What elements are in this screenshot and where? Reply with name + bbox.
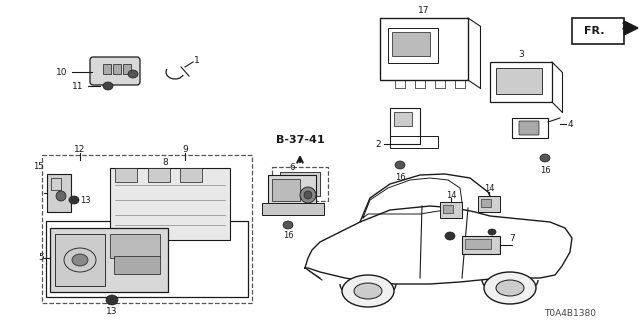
Text: 16: 16 xyxy=(540,165,550,174)
Text: 15: 15 xyxy=(33,162,44,171)
Bar xyxy=(280,172,320,196)
Bar xyxy=(46,221,248,297)
Bar xyxy=(110,234,160,258)
Bar xyxy=(262,203,324,215)
Bar xyxy=(435,80,445,88)
Bar xyxy=(395,80,405,88)
Text: 8: 8 xyxy=(162,157,168,166)
Bar xyxy=(55,234,105,286)
Ellipse shape xyxy=(496,280,524,296)
Text: 10: 10 xyxy=(56,68,68,76)
Text: 13: 13 xyxy=(106,308,118,316)
Bar xyxy=(42,155,252,303)
Bar xyxy=(478,196,500,212)
Text: B-37-41: B-37-41 xyxy=(276,135,324,145)
Bar xyxy=(388,28,438,63)
Text: 9: 9 xyxy=(182,145,188,154)
Bar xyxy=(113,64,121,74)
Bar xyxy=(286,176,304,190)
Bar xyxy=(496,68,542,94)
Bar xyxy=(148,168,170,182)
Bar xyxy=(103,64,111,74)
Bar xyxy=(462,236,500,254)
Bar xyxy=(415,80,425,88)
Ellipse shape xyxy=(488,229,496,235)
Bar xyxy=(380,18,468,80)
Text: 4: 4 xyxy=(567,119,573,129)
Ellipse shape xyxy=(484,272,536,304)
Bar xyxy=(572,18,624,44)
Ellipse shape xyxy=(540,154,550,162)
Bar xyxy=(390,136,438,148)
Bar xyxy=(110,168,230,240)
Bar xyxy=(440,202,462,218)
Text: T0A4B1380: T0A4B1380 xyxy=(544,308,596,317)
Ellipse shape xyxy=(103,82,113,90)
Ellipse shape xyxy=(300,187,316,203)
Bar xyxy=(392,32,430,56)
Text: 16: 16 xyxy=(395,172,405,181)
Bar xyxy=(268,175,316,207)
Text: FR.: FR. xyxy=(584,26,604,36)
Bar xyxy=(394,112,412,126)
Text: 7: 7 xyxy=(509,234,515,243)
Text: 1: 1 xyxy=(194,55,200,65)
Ellipse shape xyxy=(304,191,312,199)
Text: 5: 5 xyxy=(38,253,44,262)
Text: 2: 2 xyxy=(375,140,381,148)
Text: 14: 14 xyxy=(445,190,456,199)
Bar xyxy=(114,256,160,274)
Bar xyxy=(47,174,71,212)
Bar xyxy=(455,80,465,88)
Bar xyxy=(465,239,491,249)
Text: 17: 17 xyxy=(419,5,429,14)
FancyBboxPatch shape xyxy=(519,121,539,135)
Text: 12: 12 xyxy=(74,145,86,154)
Ellipse shape xyxy=(395,161,405,169)
Bar xyxy=(272,167,328,201)
FancyBboxPatch shape xyxy=(90,57,140,85)
Ellipse shape xyxy=(283,221,293,229)
Bar xyxy=(50,228,168,292)
Bar xyxy=(512,118,548,138)
Bar xyxy=(180,168,202,182)
Bar xyxy=(390,108,420,144)
Bar xyxy=(115,168,137,182)
Bar xyxy=(51,178,61,190)
Ellipse shape xyxy=(72,254,88,266)
Bar xyxy=(490,62,552,102)
Text: 11: 11 xyxy=(72,82,84,91)
Text: 14: 14 xyxy=(484,183,494,193)
Polygon shape xyxy=(624,21,638,35)
Ellipse shape xyxy=(106,295,118,305)
Ellipse shape xyxy=(69,196,79,204)
Ellipse shape xyxy=(445,232,455,240)
Text: 6: 6 xyxy=(289,163,295,172)
Bar xyxy=(123,64,131,74)
Bar xyxy=(272,179,300,201)
Text: 3: 3 xyxy=(518,50,524,59)
Ellipse shape xyxy=(128,70,138,78)
Ellipse shape xyxy=(354,283,382,299)
Ellipse shape xyxy=(342,275,394,307)
Ellipse shape xyxy=(56,191,66,201)
Text: 13: 13 xyxy=(80,196,91,204)
Bar xyxy=(481,199,491,207)
Text: 16: 16 xyxy=(283,230,293,239)
Bar xyxy=(443,205,453,213)
